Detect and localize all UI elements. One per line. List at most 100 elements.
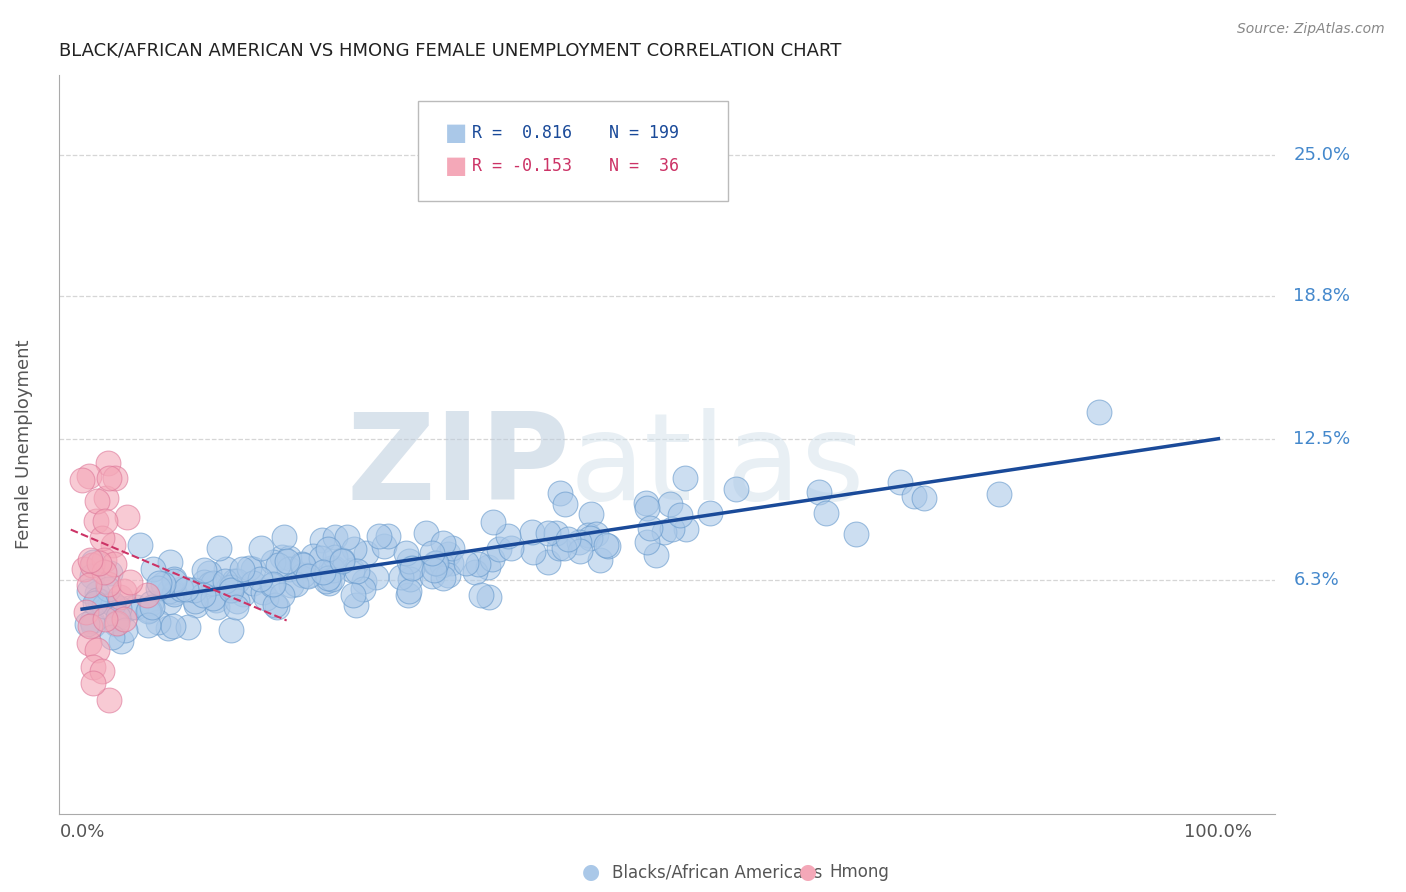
Point <box>652 525 675 540</box>
Point <box>97 456 120 470</box>
Point <box>91 664 114 678</box>
Point <box>118 575 141 590</box>
Point <box>353 574 375 588</box>
Point <box>98 471 121 485</box>
Point <box>437 547 460 561</box>
Point <box>432 536 454 550</box>
Point <box>114 623 136 637</box>
Point <box>699 506 721 520</box>
Point <box>84 514 107 528</box>
Point <box>398 583 420 598</box>
Point <box>636 501 658 516</box>
Point <box>193 574 215 589</box>
Point <box>280 578 302 592</box>
Point <box>454 556 477 570</box>
Point <box>291 558 314 572</box>
Point <box>553 541 575 556</box>
Point <box>568 535 591 549</box>
Point <box>148 615 170 630</box>
Point <box>522 524 544 539</box>
Y-axis label: Female Unemployment: Female Unemployment <box>15 340 32 549</box>
Point <box>585 526 607 541</box>
Point <box>312 565 335 579</box>
Point <box>340 563 363 577</box>
Point <box>104 471 127 485</box>
Point <box>219 582 242 597</box>
Text: 18.8%: 18.8% <box>1294 286 1350 304</box>
Text: ZIP: ZIP <box>346 408 569 525</box>
Point <box>112 612 135 626</box>
Point <box>93 599 115 614</box>
Point <box>401 560 423 574</box>
Point <box>84 596 107 610</box>
Point <box>297 567 319 582</box>
Point <box>548 485 571 500</box>
Point <box>315 574 337 589</box>
Point <box>77 469 100 483</box>
Point <box>108 600 131 615</box>
Point <box>343 541 366 556</box>
Point <box>86 592 108 607</box>
Point <box>297 569 319 583</box>
Point <box>226 594 249 608</box>
Point <box>98 566 121 580</box>
Point <box>439 556 461 570</box>
Point <box>138 602 160 616</box>
Point <box>86 586 108 600</box>
Point <box>250 541 273 556</box>
Point <box>356 546 378 560</box>
Point <box>336 530 359 544</box>
Text: R = -0.153: R = -0.153 <box>471 157 572 175</box>
Point <box>440 541 463 556</box>
Point <box>470 588 492 602</box>
Point <box>323 549 346 564</box>
Point <box>266 558 288 572</box>
Point <box>292 568 315 582</box>
Point <box>342 588 364 602</box>
Point <box>262 577 284 591</box>
Point <box>169 582 191 597</box>
Point <box>478 590 501 604</box>
Point <box>198 566 221 581</box>
Text: atlas: atlas <box>569 408 866 525</box>
Point <box>557 532 579 546</box>
Point <box>152 577 174 591</box>
Point <box>322 561 344 575</box>
Point <box>79 578 101 592</box>
Point <box>249 573 271 587</box>
Point <box>184 594 207 608</box>
Point <box>496 529 519 543</box>
Point <box>322 563 344 577</box>
Text: Blacks/African Americans: Blacks/African Americans <box>612 863 823 881</box>
Point <box>97 692 120 706</box>
Point <box>222 574 245 589</box>
Point <box>579 507 602 521</box>
Point <box>205 593 228 607</box>
Point <box>432 558 454 573</box>
Point <box>87 556 110 570</box>
Point <box>218 580 240 594</box>
Point <box>548 541 571 555</box>
Point <box>207 600 229 615</box>
Point <box>159 555 181 569</box>
Point <box>569 543 592 558</box>
Point <box>423 563 446 577</box>
Point <box>177 619 200 633</box>
Point <box>73 562 96 576</box>
Point <box>262 556 284 570</box>
Point <box>208 541 231 556</box>
Point <box>90 531 112 545</box>
Point <box>889 475 911 489</box>
Point <box>193 589 215 603</box>
Point <box>659 497 682 511</box>
Point <box>82 569 104 583</box>
Point <box>141 599 163 614</box>
Point <box>311 533 333 547</box>
Point <box>136 605 159 619</box>
Point <box>148 575 170 590</box>
Point <box>107 610 129 624</box>
Point <box>673 471 696 485</box>
Point <box>669 508 692 523</box>
Point <box>522 545 544 559</box>
Point <box>115 509 138 524</box>
